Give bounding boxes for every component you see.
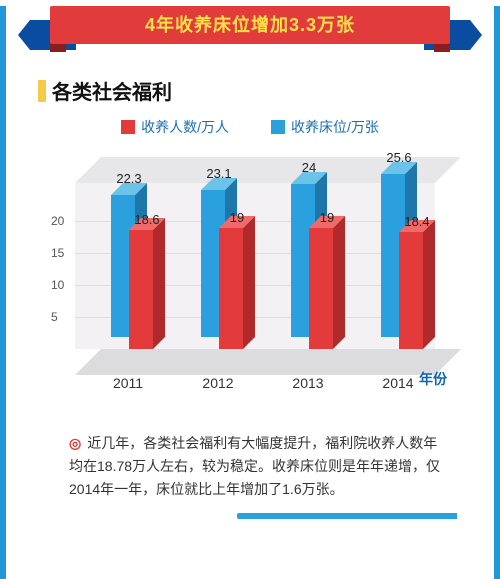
value-label: 24 [302,160,316,175]
value-label: 18.4 [404,214,429,229]
value-label: 25.6 [386,150,411,165]
bullet-icon: ◎ [69,435,81,451]
value-label: 23.1 [206,166,231,181]
y-tick-label: 15 [51,246,64,260]
frame-edge-right [494,6,500,579]
legend-item-b: 收养床位/万张 [271,117,379,137]
value-label: 18.6 [134,212,159,227]
category-label: 2013 [292,375,323,391]
y-tick-label: 5 [51,310,58,324]
category-label: 2012 [202,375,233,391]
legend-label-a: 收养人数/万人 [141,117,229,137]
frame-edge-left [0,6,6,579]
chart-platform [75,157,445,367]
legend-item-a: 收养人数/万人 [121,117,229,137]
legend-label-b: 收养床位/万张 [291,117,379,137]
value-label: 19 [320,210,334,225]
legend-swatch-a [121,120,135,134]
chart-3d: 年份 5 10 15 20 22.3 18.6 2011 23.1 19 2012 24 19 2013… [35,145,465,405]
section-title: 各类社会福利 [38,76,500,105]
plane-bottom [75,349,461,375]
category-label: 2011 [113,375,143,391]
section-title-bar [38,80,46,102]
legend: 收养人数/万人 收养床位/万张 [0,117,500,137]
y-tick-label: 10 [51,278,64,292]
banner-title: 4年收养床位增加3.3万张 [50,6,450,44]
ribbon-fold-right [434,44,450,52]
x-axis-title: 年份 [419,369,447,389]
y-tick-label: 20 [51,214,64,228]
description-text: 近几年，各类社会福利有大幅度提升，福利院收养人数年均在18.78万人左右，较为稳… [69,435,440,497]
value-label: 19 [230,210,244,225]
section-title-text: 各类社会福利 [52,76,172,105]
description-box: ◎近几年，各类社会福利有大幅度提升，福利院收养人数年均在18.78万人左右，较为… [42,419,458,516]
legend-swatch-b [271,120,285,134]
banner: 4年收养床位增加3.3万张 [50,6,450,54]
category-label: 2014 [382,375,413,391]
ribbon-fold-left [50,44,66,52]
value-label: 22.3 [116,171,141,186]
